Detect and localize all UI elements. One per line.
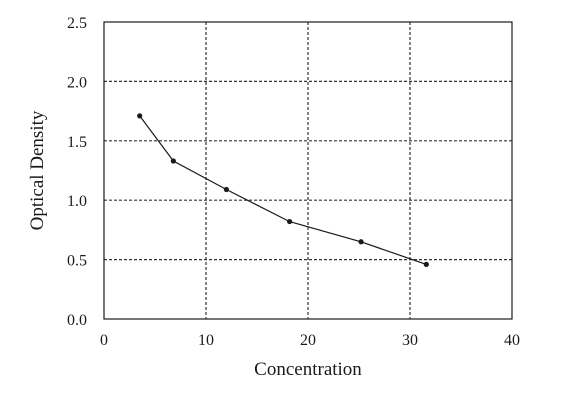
plot-frame <box>103 21 513 320</box>
grid <box>104 22 512 319</box>
x-axis-title: Concentration <box>254 359 362 380</box>
y-tick-label: 1.0 <box>67 193 87 210</box>
x-tick-label: 10 <box>198 332 214 349</box>
y-axis-title: Optical Density <box>27 110 48 230</box>
data-point <box>358 239 364 245</box>
data-point <box>423 261 429 267</box>
data-point <box>137 113 143 119</box>
y-tick-label: 0.5 <box>67 253 87 270</box>
data-point <box>170 158 176 164</box>
data-point <box>223 186 229 193</box>
y-tick-label: 2.0 <box>67 74 87 91</box>
y-tick-label: 2.5 <box>67 15 87 32</box>
x-tick-label: 40 <box>504 332 520 349</box>
data-point <box>287 218 293 225</box>
y-tick-label: 0.0 <box>67 312 87 329</box>
y-axis-ticks: 0.0 0.5 1.0 1.5 2.0 2.5 <box>67 15 87 329</box>
x-tick-label: 0 <box>100 332 108 349</box>
series-layer <box>137 113 429 267</box>
y-tick-label: 1.5 <box>67 134 87 151</box>
x-tick-label: 30 <box>402 332 418 349</box>
series-line <box>139 115 427 265</box>
x-axis-ticks: 0 10 20 30 40 <box>100 332 520 349</box>
x-tick-label: 20 <box>300 332 316 349</box>
